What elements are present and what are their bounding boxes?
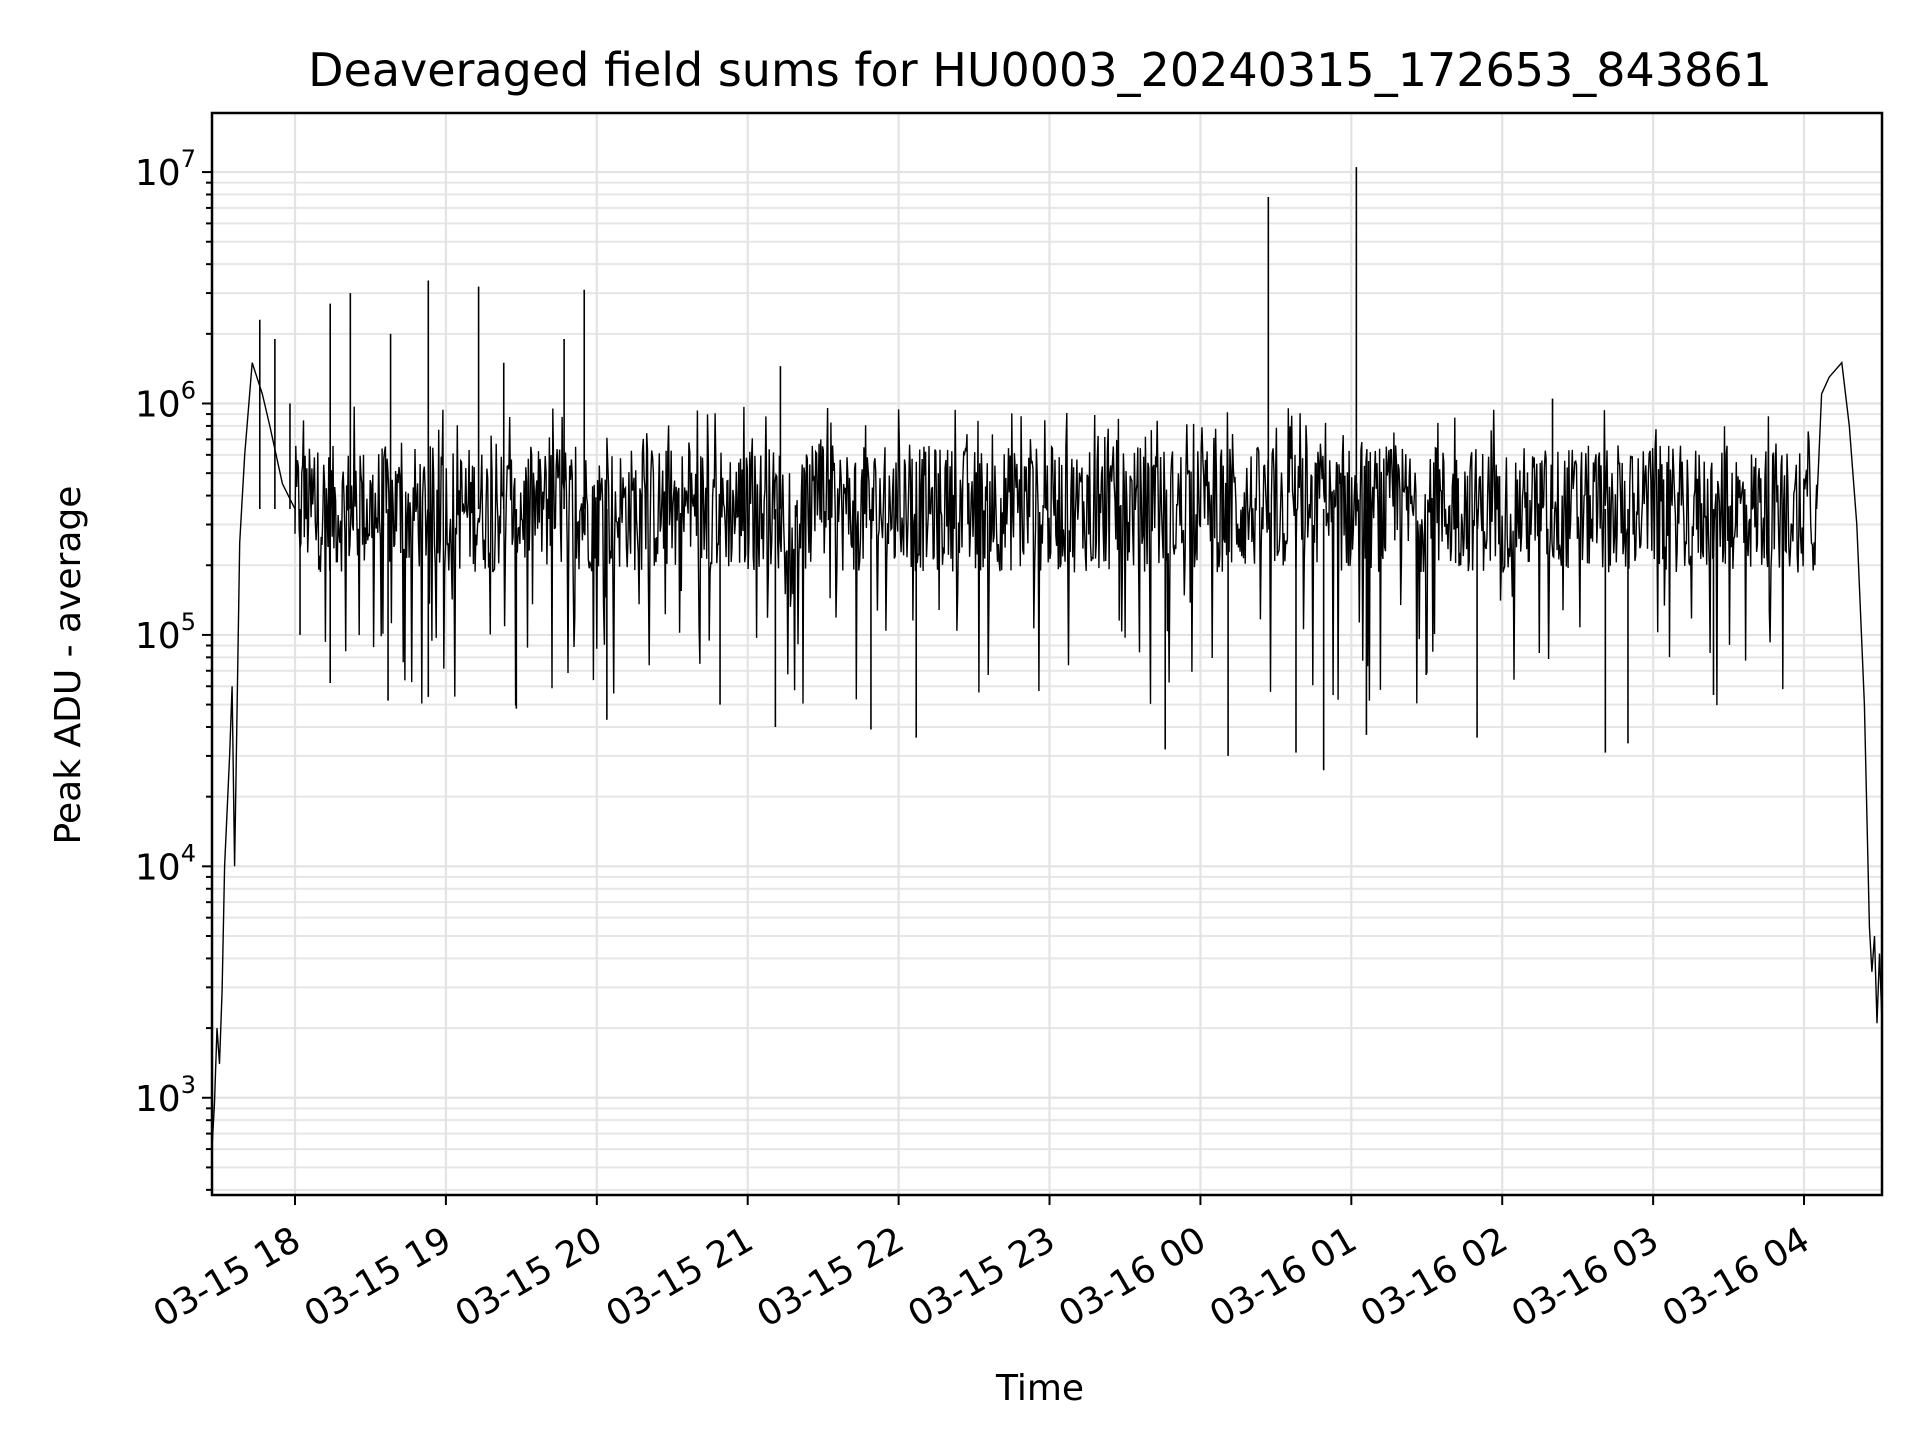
- x-axis-label: Time: [995, 1368, 1084, 1409]
- grid-layer: [212, 113, 1882, 1195]
- y-tick-label: 105: [135, 608, 196, 657]
- y-tick-label: 106: [135, 376, 196, 425]
- chart-title: Deaveraged field sums for HU0003_2024031…: [308, 43, 1772, 97]
- y-tick-label: 103: [135, 1071, 196, 1120]
- plot-frame: [210, 111, 1884, 1197]
- y-tick-label: 107: [135, 145, 196, 194]
- plot-layer: [211, 167, 1883, 1150]
- y-axis-label: Peak ADU - average: [48, 486, 89, 845]
- y-tick-label: 104: [135, 839, 196, 888]
- data-series-line: [211, 361, 1883, 1150]
